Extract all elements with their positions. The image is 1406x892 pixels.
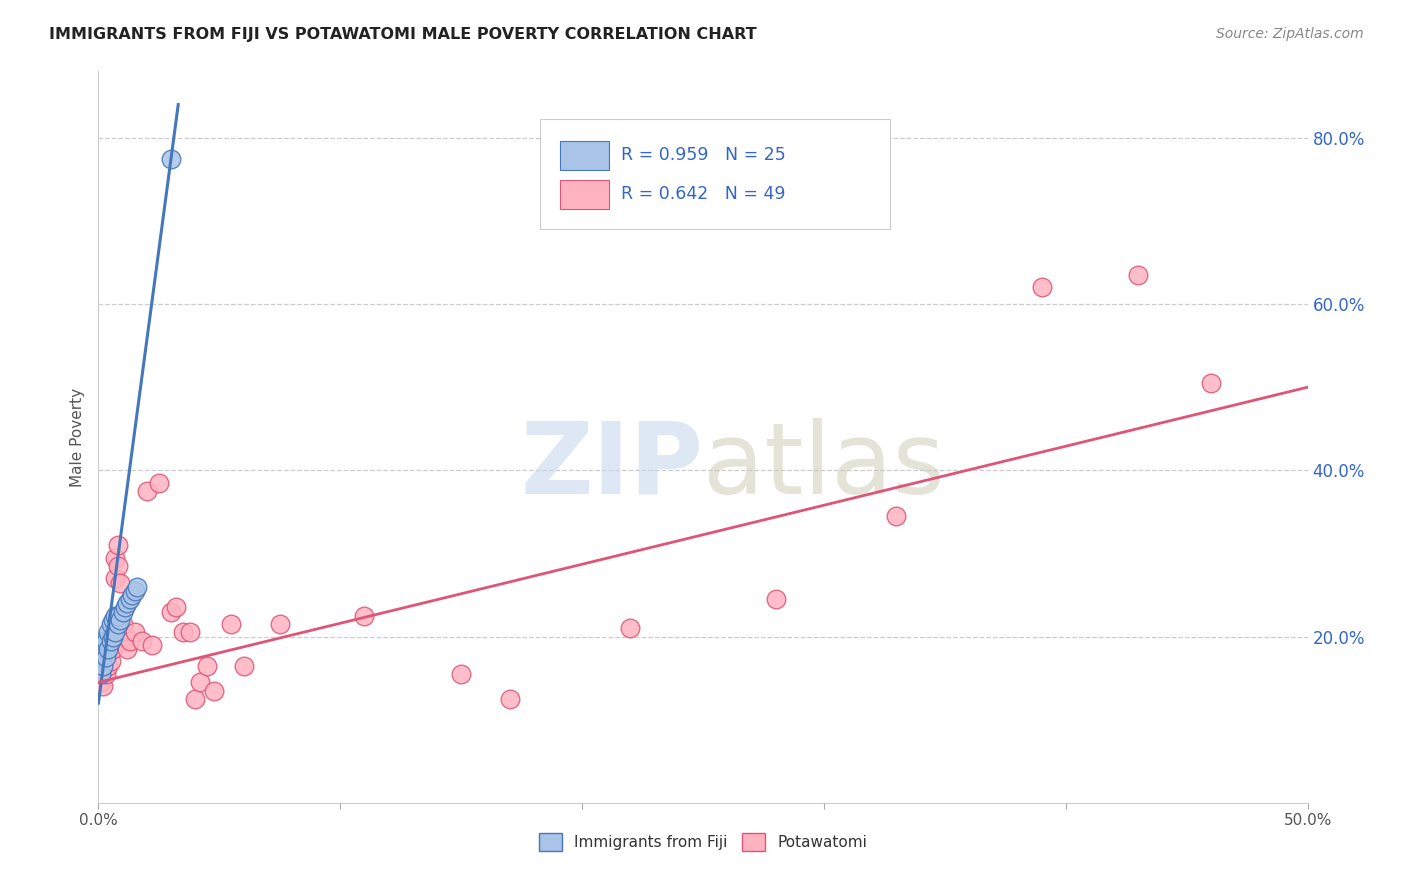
Point — [148, 475, 170, 490]
Point — [94, 650, 117, 665]
Point — [232, 658, 254, 673]
FancyBboxPatch shape — [540, 119, 890, 228]
Text: R = 0.959   N = 25: R = 0.959 N = 25 — [621, 146, 786, 164]
Point — [97, 642, 120, 657]
Point — [188, 675, 211, 690]
Point — [160, 152, 183, 166]
Point — [114, 600, 136, 615]
Point — [204, 683, 226, 698]
Point — [135, 484, 157, 499]
Point — [104, 625, 127, 640]
Point — [101, 630, 124, 644]
Point — [269, 617, 291, 632]
Point — [90, 663, 112, 677]
Point — [90, 650, 112, 665]
Point — [100, 633, 122, 648]
Point — [165, 600, 187, 615]
Legend: Immigrants from Fiji, Potawatomi: Immigrants from Fiji, Potawatomi — [533, 827, 873, 857]
Text: IMMIGRANTS FROM FIJI VS POTAWATOMI MALE POVERTY CORRELATION CHART: IMMIGRANTS FROM FIJI VS POTAWATOMI MALE … — [49, 27, 756, 42]
Point — [91, 655, 114, 669]
Point — [104, 550, 127, 565]
Point — [127, 580, 149, 594]
Point — [97, 625, 120, 640]
Point — [100, 633, 122, 648]
Text: atlas: atlas — [703, 417, 945, 515]
FancyBboxPatch shape — [561, 141, 609, 170]
Point — [124, 583, 146, 598]
Point — [100, 617, 122, 632]
Point — [117, 596, 139, 610]
Point — [111, 605, 134, 619]
Point — [118, 592, 141, 607]
Point — [619, 621, 641, 635]
Point — [94, 667, 117, 681]
Point — [90, 667, 112, 681]
Point — [90, 675, 112, 690]
Point — [221, 617, 243, 632]
Point — [100, 655, 122, 669]
Point — [121, 588, 143, 602]
Point — [108, 613, 131, 627]
Point — [184, 692, 207, 706]
Text: R = 0.642   N = 49: R = 0.642 N = 49 — [621, 186, 786, 203]
Point — [172, 625, 194, 640]
Point — [195, 658, 218, 673]
Point — [91, 658, 114, 673]
Point — [91, 633, 114, 648]
Point — [107, 608, 129, 623]
Point — [107, 617, 129, 632]
Y-axis label: Male Poverty: Male Poverty — [70, 387, 86, 487]
Point — [101, 613, 124, 627]
Text: Source: ZipAtlas.com: Source: ZipAtlas.com — [1216, 27, 1364, 41]
Point — [108, 575, 131, 590]
Point — [131, 633, 153, 648]
Point — [124, 625, 146, 640]
Point — [91, 680, 114, 694]
Point — [353, 608, 375, 623]
Point — [118, 633, 141, 648]
Point — [886, 509, 908, 524]
Point — [111, 617, 134, 632]
Point — [450, 667, 472, 681]
Point — [117, 642, 139, 657]
Point — [94, 633, 117, 648]
Point — [498, 692, 520, 706]
Point — [1128, 268, 1150, 282]
Point — [1031, 280, 1053, 294]
Point — [97, 633, 120, 648]
Point — [765, 592, 787, 607]
Point — [107, 538, 129, 552]
Point — [141, 638, 163, 652]
Point — [107, 558, 129, 573]
Point — [94, 650, 117, 665]
Point — [114, 630, 136, 644]
Point — [101, 625, 124, 640]
Point — [160, 605, 183, 619]
Point — [1199, 376, 1222, 390]
Point — [91, 646, 114, 660]
Point — [104, 571, 127, 585]
Point — [104, 608, 127, 623]
Text: ZIP: ZIP — [520, 417, 703, 515]
Point — [97, 658, 120, 673]
Point — [179, 625, 201, 640]
FancyBboxPatch shape — [561, 179, 609, 209]
Point — [94, 638, 117, 652]
Point — [101, 642, 124, 657]
Point — [111, 633, 134, 648]
